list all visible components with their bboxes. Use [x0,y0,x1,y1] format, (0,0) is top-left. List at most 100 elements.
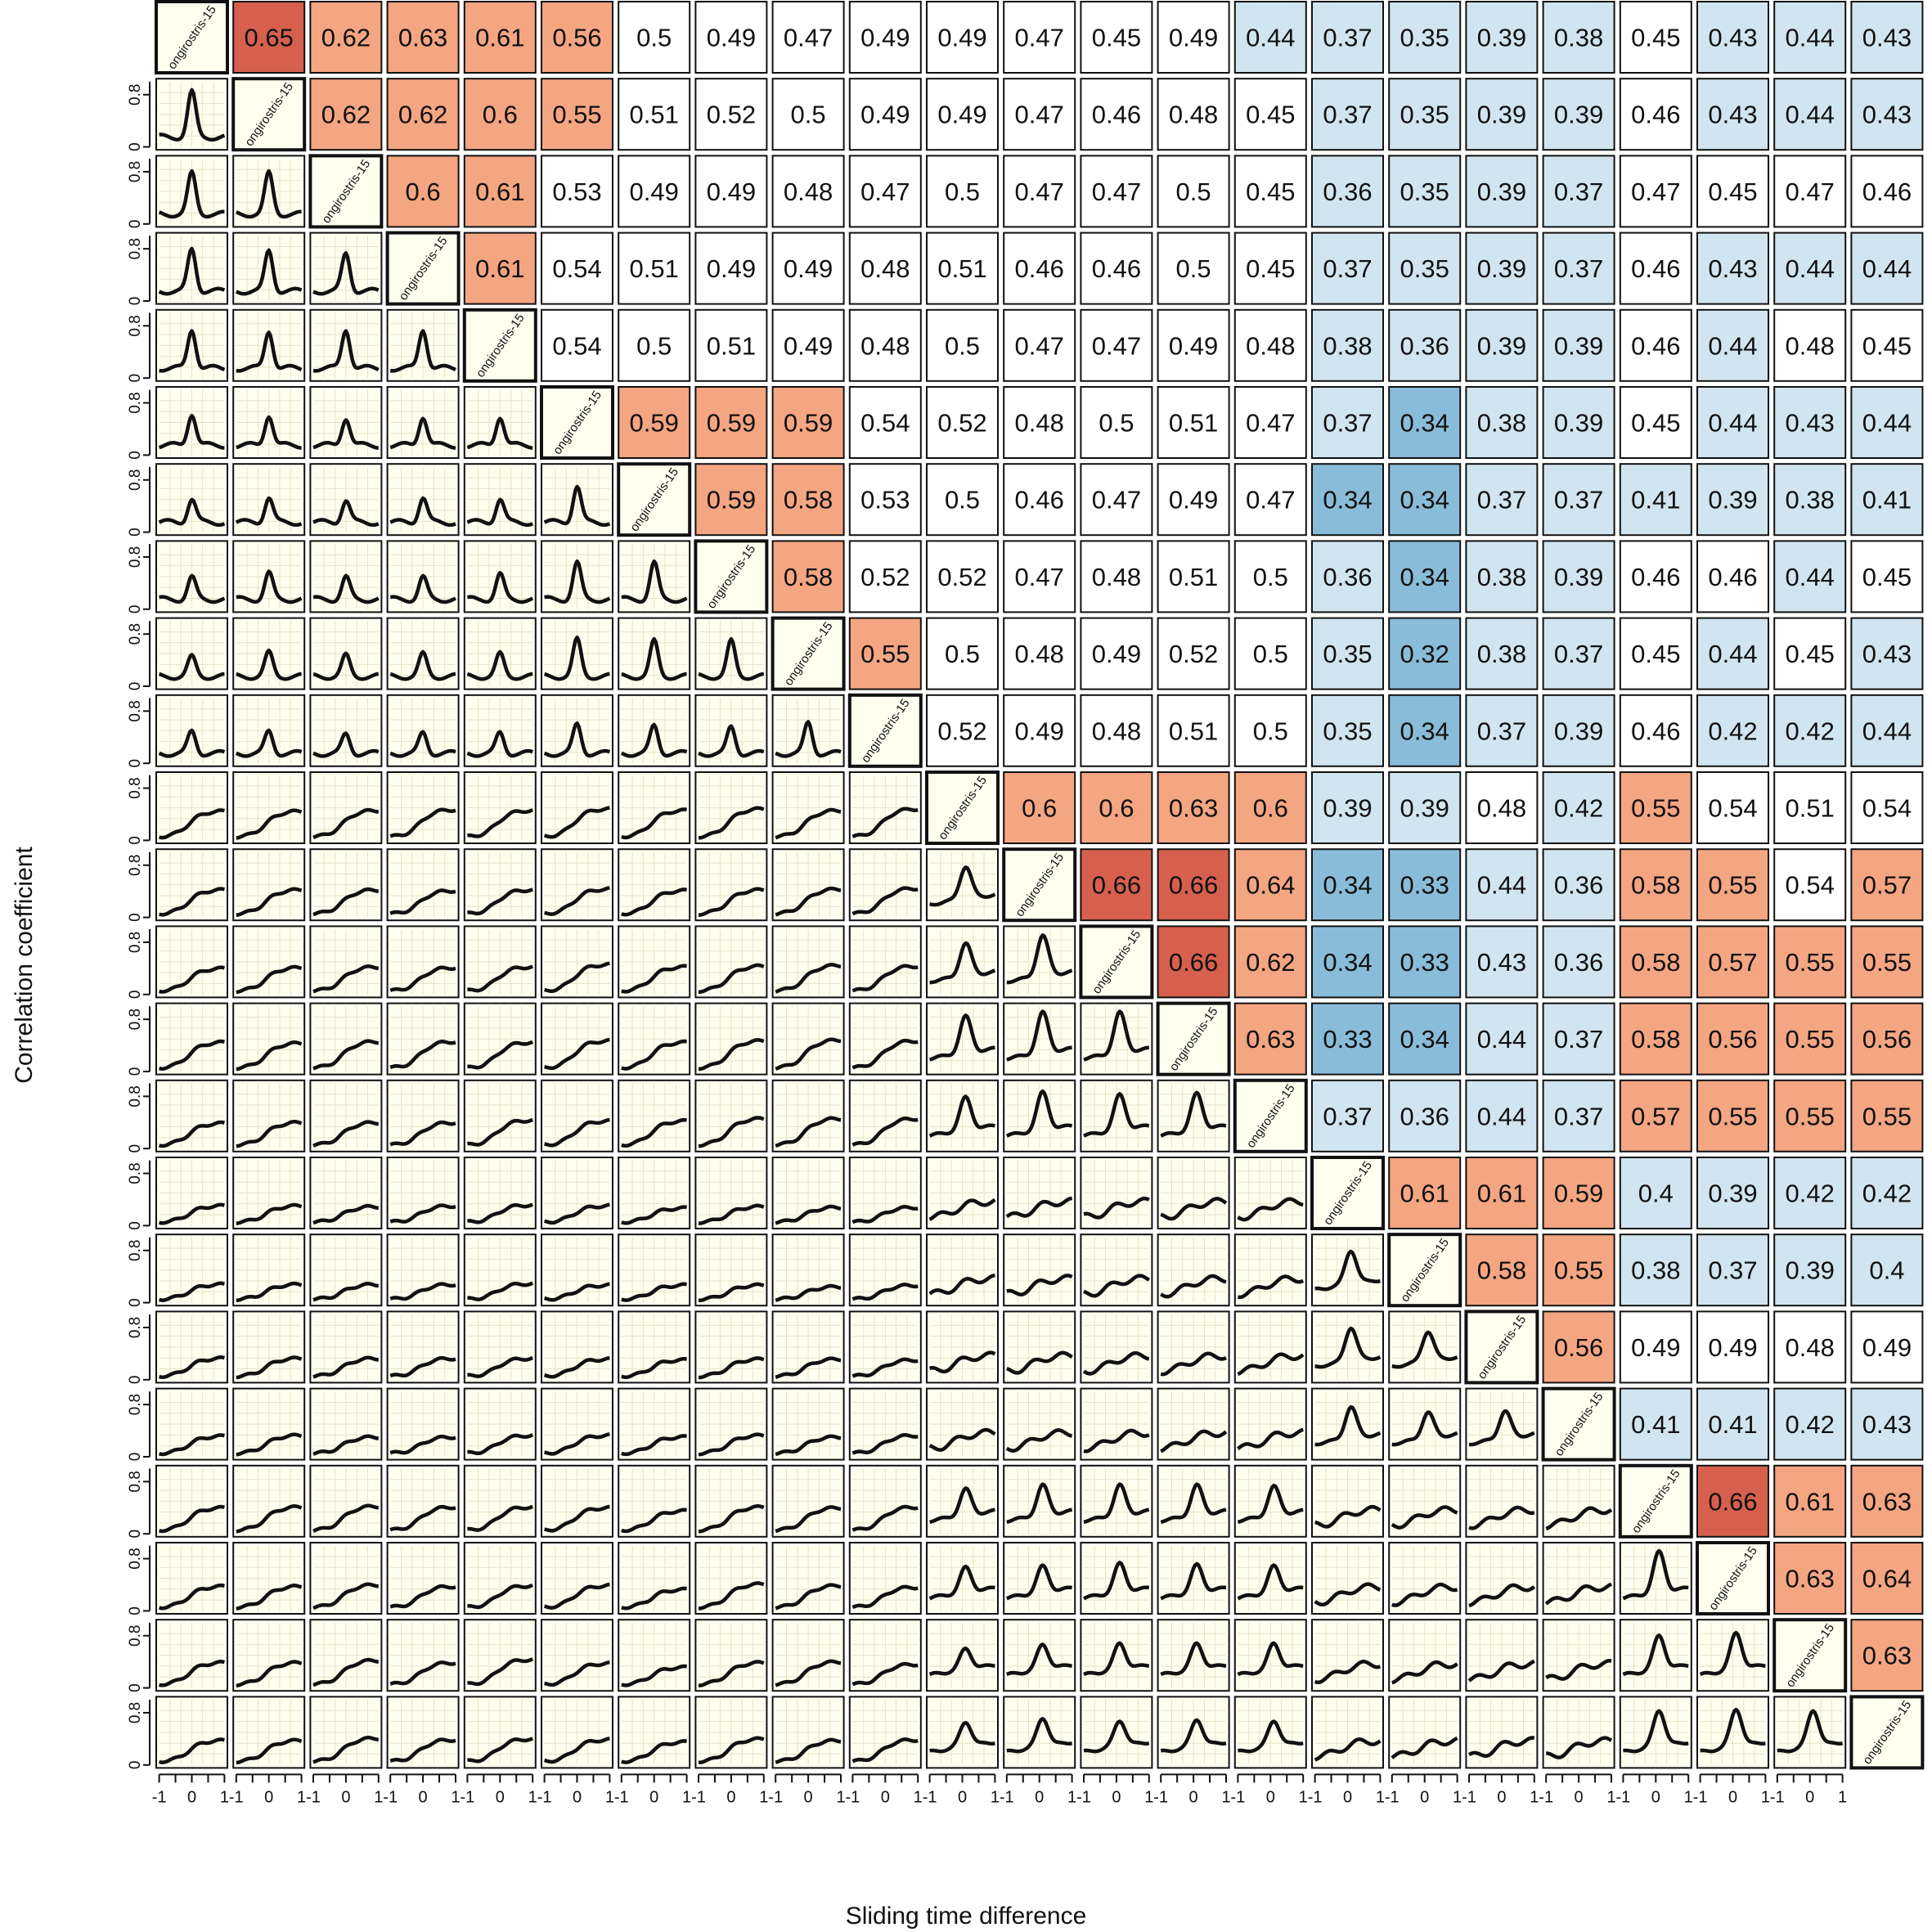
series-line [389,1203,456,1224]
correlation-value: 0.5 [1176,254,1211,283]
series-line [1005,1428,1073,1453]
correlation-cell [1619,231,1692,305]
correlation-value: 0.45 [1631,640,1680,668]
correlation-value: 0.38 [1631,1256,1680,1285]
series-line [621,559,688,604]
correlation-cell [848,1,922,74]
correlation-value: 0.63 [1246,1025,1295,1054]
x-tick-label: 0 [649,1788,658,1806]
correlation-cell [1233,386,1307,459]
correlation-cell [1311,1079,1384,1152]
correlation-cell [1080,617,1153,690]
correlation-value: 0.46 [1862,177,1912,206]
correlation-value: 0.61 [1786,1487,1835,1516]
series-line [1083,1482,1150,1525]
x-tick-label: -1 [229,1788,244,1806]
diagonal-cell [1310,1156,1385,1230]
correlation-value: 0.45 [1246,101,1295,129]
series-line [851,806,919,838]
series-line [775,1037,842,1071]
correlation-cell [232,1,306,74]
y-tick-label: 0 [127,528,144,537]
correlation-cell [1003,386,1076,459]
x-tick-label: 0 [1575,1788,1584,1806]
correlation-cell [1696,1079,1769,1152]
diagonal-cell [462,308,537,383]
series-line [466,416,533,450]
diagonal-cell [1849,1695,1925,1770]
correlation-cell [1696,1,1769,74]
series-line [158,168,225,219]
correlation-cell [1850,540,1924,613]
series-line [1391,1505,1458,1530]
correlation-cell [1850,1464,1924,1538]
x-tick-label: 1 [1684,1788,1693,1806]
correlation-cell [1080,540,1153,613]
series-line [928,1013,995,1062]
correlation-value: 0.43 [1862,1410,1912,1439]
y-tick-label: 0.8 [127,84,144,106]
series-line [698,963,765,994]
correlation-cell [1696,1387,1769,1461]
correlation-value: 0.49 [1015,717,1064,745]
correlation-value: 0.37 [1323,409,1372,438]
series-line [851,1205,919,1224]
correlation-value: 0.49 [707,177,756,206]
correlation-value: 0.59 [707,409,756,438]
correlation-cell [848,155,922,228]
correlation-value: 0.58 [784,486,833,514]
correlation-value: 0.56 [1554,1333,1603,1362]
series-line [467,1433,533,1456]
correlation-value: 0.47 [1246,486,1295,514]
correlation-cell [848,617,922,690]
correlation-cell [1696,386,1769,459]
correlation-value: 0.52 [707,101,756,129]
correlation-value: 0.59 [707,486,756,514]
correlation-cell [1696,848,1769,922]
series-line [1391,1410,1458,1447]
correlation-cell [1080,155,1153,228]
correlation-value: 0.33 [1323,1025,1372,1054]
correlation-value: 0.39 [1708,1179,1757,1208]
correlation-value: 0.49 [707,254,756,283]
correlation-cell [1542,848,1615,922]
correlation-cell [1157,155,1230,228]
series-line [1468,1505,1535,1530]
x-tick-label: 1 [1530,1788,1539,1806]
series-line [312,573,380,604]
x-tick-label: -1 [1539,1788,1553,1806]
correlation-cell [848,308,922,382]
correlation-cell [1773,1,1847,74]
series-line [1314,1326,1382,1369]
series-line [1005,1642,1072,1677]
series-line [1005,1089,1072,1138]
correlation-cell [1388,771,1462,844]
series-line [389,649,456,681]
correlation-cell [1388,848,1462,922]
correlation-cell [1080,308,1153,382]
correlation-value: 0.59 [630,409,679,438]
correlation-cell [1619,617,1692,690]
correlation-value: 0.47 [860,177,910,206]
correlation-cell [694,386,768,459]
correlation-cell [1542,1,1615,74]
correlation-value: 0.38 [1323,331,1372,360]
series-line [775,720,842,758]
correlation-value: 0.52 [1169,640,1218,668]
y-tick-label: 0 [127,374,144,383]
y-tick-label: 0.8 [127,1702,144,1723]
series-line [544,559,611,604]
correlation-cell [1465,771,1539,844]
series-line [1160,1197,1228,1221]
diagonal-cell [771,616,846,691]
correlation-value: 0.48 [860,331,910,360]
correlation-cell [1388,1,1462,74]
correlation-value: 0.49 [784,331,833,360]
x-tick-label: 0 [1189,1788,1198,1806]
correlation-value: 0.39 [1554,563,1603,591]
correlation-value: 0.59 [1554,1179,1603,1208]
correlation-value: 0.44 [1708,409,1757,438]
correlation-cell [1542,540,1615,613]
x-tick-label: 0 [881,1788,890,1806]
series-line [698,1432,765,1457]
